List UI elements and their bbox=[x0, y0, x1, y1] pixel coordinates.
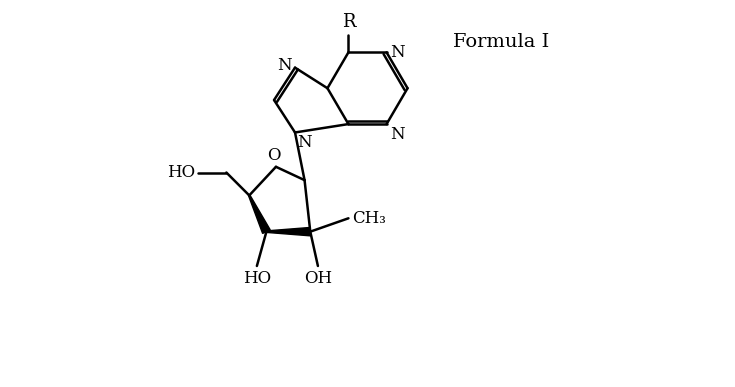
Text: O: O bbox=[268, 147, 281, 164]
Text: HO: HO bbox=[243, 270, 271, 287]
Text: N: N bbox=[390, 126, 405, 143]
Text: OH: OH bbox=[304, 270, 332, 287]
Text: HO: HO bbox=[167, 164, 195, 181]
Text: CH₃: CH₃ bbox=[352, 210, 386, 227]
Text: Formula I: Formula I bbox=[453, 33, 549, 51]
Polygon shape bbox=[248, 195, 270, 233]
Text: R: R bbox=[342, 13, 355, 31]
Text: N: N bbox=[390, 44, 405, 61]
Text: N: N bbox=[297, 134, 312, 151]
Text: N: N bbox=[277, 57, 292, 74]
Polygon shape bbox=[266, 228, 310, 236]
